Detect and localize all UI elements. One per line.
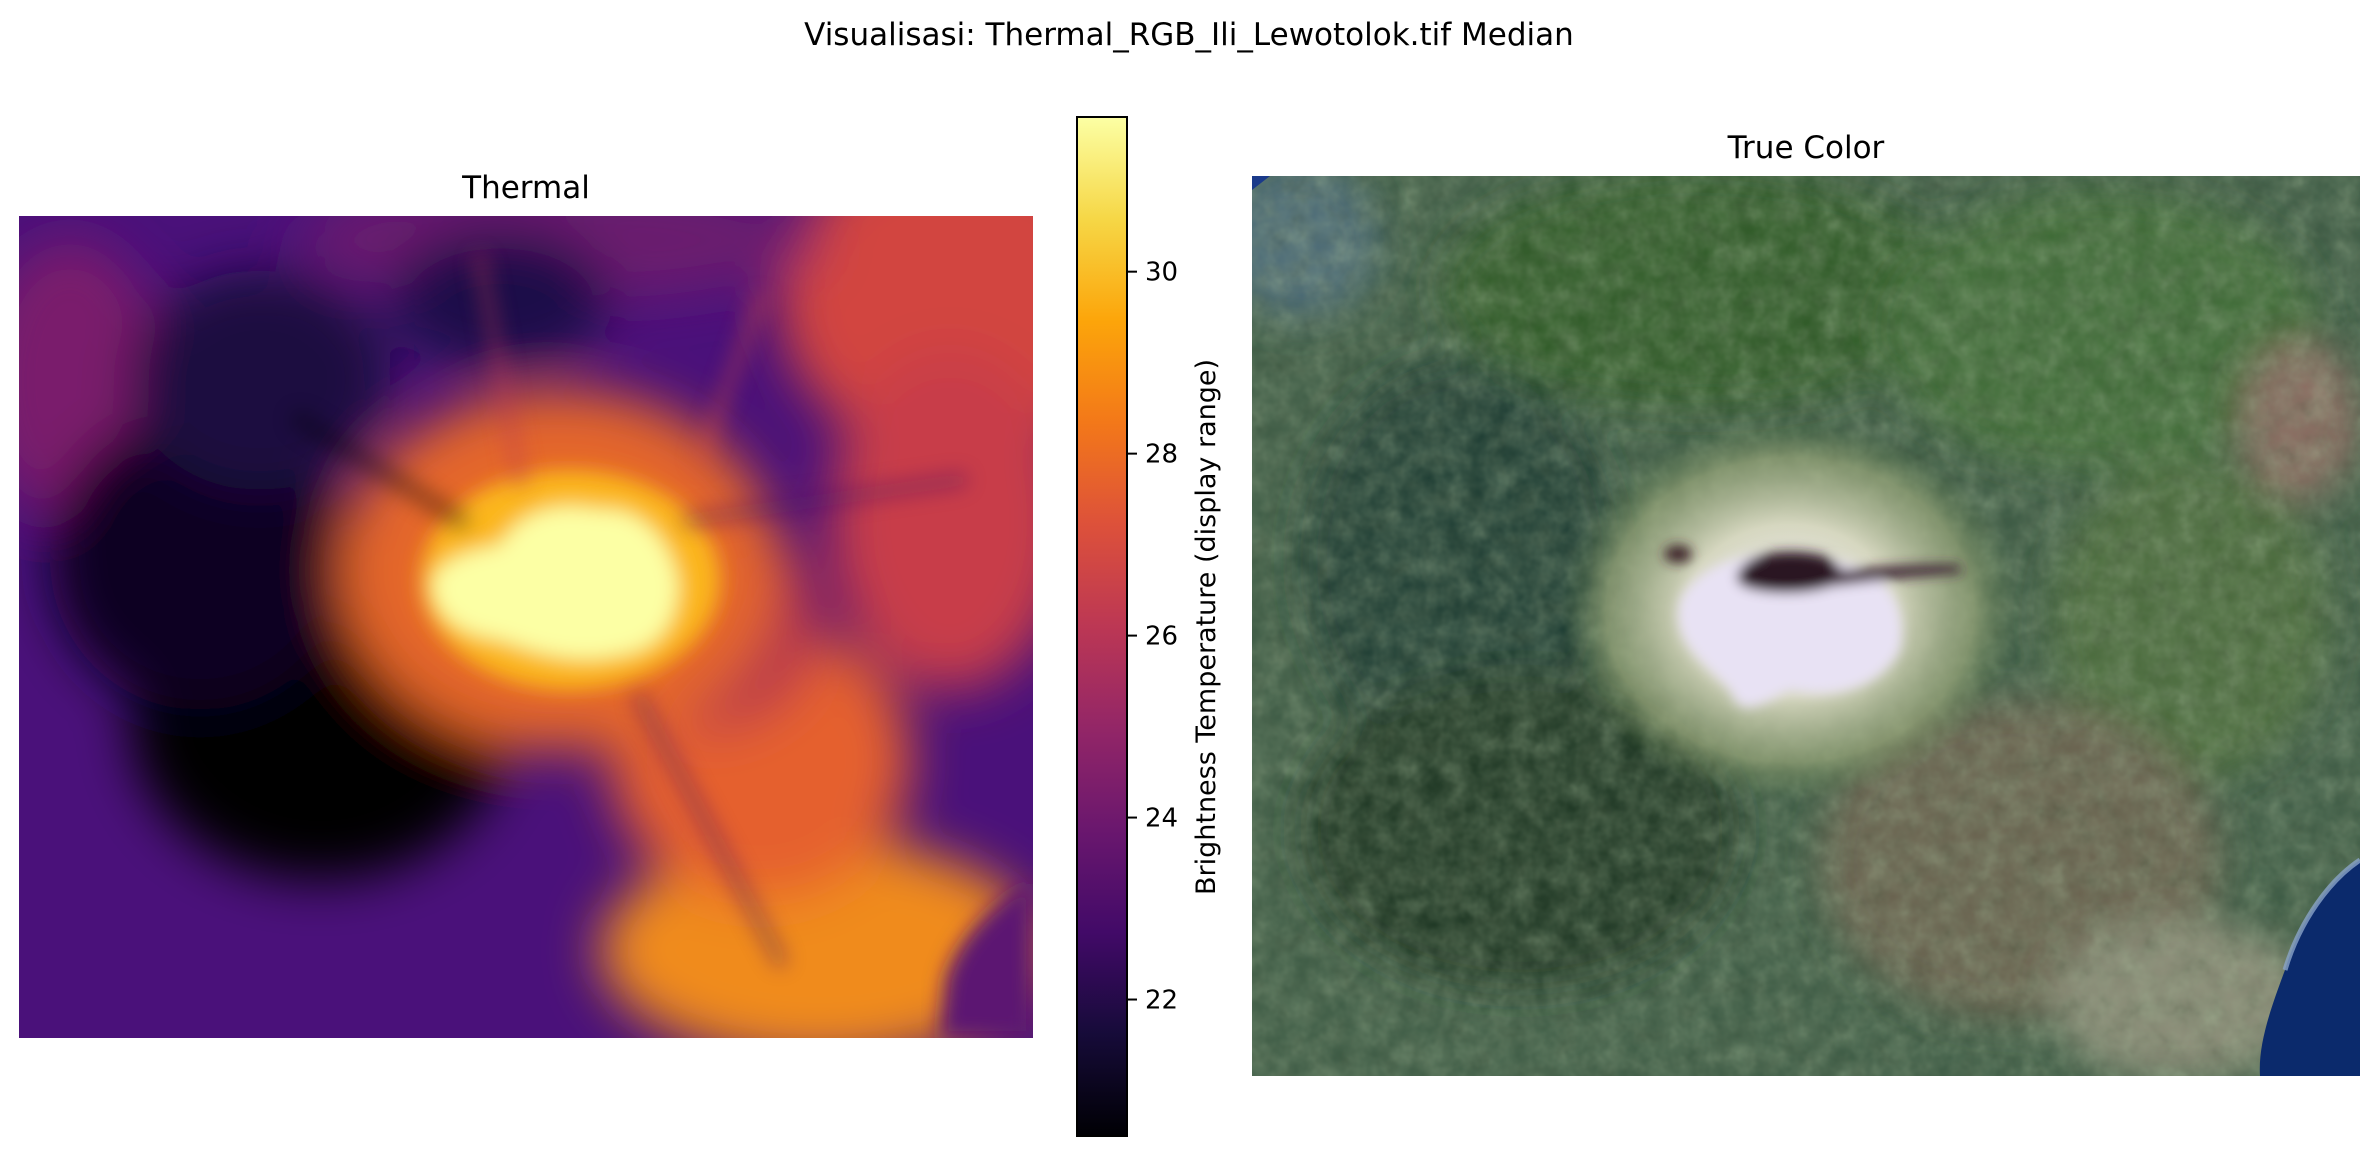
- thermal-cold-n: [390, 230, 610, 370]
- rgb-lava-flow: [1830, 564, 1962, 586]
- colorbar-tick-label: 28: [1145, 440, 1178, 470]
- colorbar-tick-label: 24: [1145, 804, 1178, 834]
- colorbar: 22 24 26 28 30 Brightness Temperature (displ…: [1076, 116, 1222, 1137]
- rgb-sea-nw: [1252, 176, 1270, 190]
- rgb-coast: [2282, 857, 2360, 971]
- colorbar-tick-label: 22: [1145, 986, 1178, 1016]
- thermal-sea-corner: [940, 880, 1033, 1038]
- colorbar-tick-label: 26: [1145, 622, 1178, 652]
- thermal-warm-e: [830, 350, 1033, 690]
- colorbar-tick-label: 30: [1145, 258, 1178, 288]
- figure-suptitle: Visualisasi: Thermal_RGB_Ili_Lewotolok.t…: [804, 17, 1574, 53]
- colorbar-ticks: 22 24 26 28 30: [1127, 258, 1178, 1016]
- colorbar-gradient: [1076, 116, 1128, 1137]
- colorbar-label: Brightness Temperature (display range): [1191, 359, 1222, 895]
- rgb-ash-field: [1678, 554, 1902, 708]
- rgb-vent-w: [1664, 545, 1692, 563]
- rgb-sea: [2259, 860, 2360, 1076]
- thermal-hot-crater: [431, 506, 679, 660]
- rgb-crater: [1736, 551, 1843, 593]
- rgb-panel-title: True Color: [1727, 130, 1885, 166]
- thermal-panel-title: Thermal: [461, 170, 590, 206]
- true-color-image: [1252, 176, 2360, 1076]
- thermal-heatmap: [19, 216, 1033, 1038]
